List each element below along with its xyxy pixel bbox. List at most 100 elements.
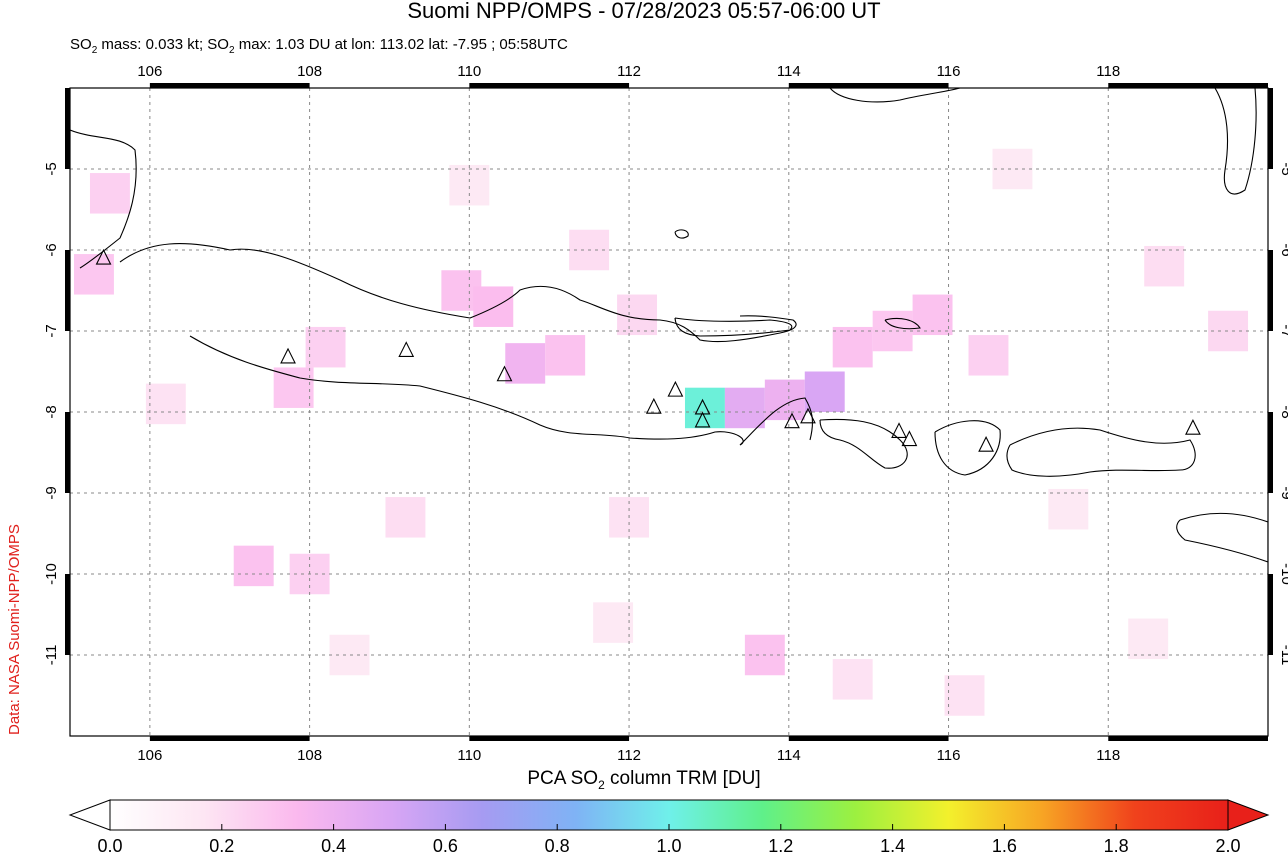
lon-label-bottom: 112 xyxy=(617,747,641,764)
map-subtitle: SO2 mass: 0.033 kt; SO2 max: 1.03 DU at … xyxy=(70,36,568,56)
frame-bar-top xyxy=(149,83,310,88)
volcano-icon xyxy=(280,347,296,364)
colorbar-tick-label: 2.0 xyxy=(1215,836,1240,855)
so2-cell xyxy=(684,387,725,429)
frame-bar-right xyxy=(1268,250,1273,331)
colorbar-label: PCA SO2 column TRM [DU] xyxy=(527,768,761,792)
lat-label-left: -7 xyxy=(43,324,60,337)
frame-bar-top xyxy=(469,83,630,88)
colorbar: 0.0 0.2 0.4 0.6 0.8 1.0 1.2 1.4 1.6 1.8 2.0 xyxy=(68,799,1270,855)
lat-label-right: -8 xyxy=(1278,405,1288,418)
frame-bar-left xyxy=(65,412,70,493)
lat-label-left: -9 xyxy=(43,486,60,499)
lon-label-bottom: 110 xyxy=(457,747,481,764)
lat-label-left: -8 xyxy=(43,405,60,418)
frame-bar-right xyxy=(1268,88,1273,169)
lat-label-right: -7 xyxy=(1278,324,1288,337)
volcano-icon xyxy=(1185,418,1201,435)
so2-cell xyxy=(593,602,634,643)
coast-bawean xyxy=(674,229,689,239)
so2-cell xyxy=(617,294,658,336)
coast-sumatra xyxy=(70,129,137,269)
colorbar-tick-label: 1.2 xyxy=(768,836,793,855)
lon-label-top: 116 xyxy=(937,63,961,80)
so2-cell xyxy=(145,383,186,425)
so2-cell xyxy=(912,294,953,336)
lon-label-bottom: 108 xyxy=(297,747,322,764)
frame-bar-bottom xyxy=(788,736,949,741)
lat-label-left: -5 xyxy=(43,162,60,175)
frame-bar-top xyxy=(788,83,949,88)
so2-cell xyxy=(273,367,314,408)
lon-label-bottom: 118 xyxy=(1096,747,1120,764)
lat-label-left: -10 xyxy=(43,563,60,585)
colorbar-tick-label: 1.0 xyxy=(656,836,681,855)
colorbar-tick-label: 0.8 xyxy=(545,836,570,855)
so2-cell xyxy=(724,387,765,429)
volcano-icon xyxy=(694,411,711,428)
so2-cell xyxy=(473,286,514,327)
colorbar-min-arrow xyxy=(68,799,111,831)
lat-label-right: -9 xyxy=(1278,486,1288,499)
lat-label-right: -11 xyxy=(1278,645,1288,666)
volcano-icon xyxy=(891,422,907,438)
so2-cell xyxy=(449,164,490,206)
volcano-icon xyxy=(901,430,918,447)
frame-bar-left xyxy=(65,88,70,169)
so2-cell xyxy=(832,659,873,700)
graticule xyxy=(70,88,1268,736)
volcano-icon xyxy=(800,407,816,424)
so2-cell xyxy=(1144,245,1185,287)
lon-label-top: 114 xyxy=(777,63,801,80)
coast-kangean xyxy=(884,317,921,330)
so2-cell xyxy=(1128,618,1169,660)
so2-cell xyxy=(1208,310,1249,352)
lon-label-top: 106 xyxy=(137,63,162,80)
coast-bali xyxy=(819,418,908,469)
volcano-icon xyxy=(667,380,684,397)
frame-bar-left xyxy=(65,574,70,655)
frame-bar-right xyxy=(1268,574,1273,655)
so2-cell xyxy=(305,326,346,368)
colorbar-tick-label: 0.6 xyxy=(433,836,458,855)
coastline-layer xyxy=(70,88,1268,563)
lon-label-bottom: 116 xyxy=(937,747,961,764)
lat-label-right: -6 xyxy=(1278,243,1288,256)
lat-label-right: -5 xyxy=(1278,162,1288,175)
so2-cell xyxy=(73,254,114,295)
frame-bar-top xyxy=(1108,83,1268,88)
so2-cell xyxy=(804,371,845,412)
axis-labels: 106 106 108 108 110 110 112 112 114 114 116 116 118 1… xyxy=(43,63,1288,764)
colorbar-tick-label: 0.2 xyxy=(209,836,234,855)
so2-cells-layer xyxy=(73,148,1249,716)
coast-sumbawa xyxy=(1006,427,1196,477)
frame-bar-bottom xyxy=(469,736,630,741)
lon-label-top: 108 xyxy=(297,63,322,80)
lon-label-top: 118 xyxy=(1096,63,1120,80)
so2-cell xyxy=(89,173,130,214)
map-title: Suomi NPP/OMPS - 07/28/2023 05:57-06:00 … xyxy=(407,0,881,23)
coast-lombok xyxy=(934,420,1001,476)
map-frame xyxy=(69,87,1269,737)
volcano-icon xyxy=(645,397,662,414)
colorbar-tick-label: 1.4 xyxy=(880,836,905,855)
lat-label-left: -11 xyxy=(43,645,60,666)
frame-ticks xyxy=(65,83,1273,741)
colorbar-tick-label: 1.6 xyxy=(992,836,1017,855)
so2-cell xyxy=(832,326,873,368)
frame-bar-left xyxy=(65,250,70,331)
so2-cell xyxy=(545,335,586,376)
volcano-icon xyxy=(95,248,112,265)
so2-cell xyxy=(385,497,426,538)
volcano-markers xyxy=(95,248,1201,452)
volcano-icon xyxy=(784,412,800,429)
so2-cell xyxy=(944,675,985,716)
so2-cell xyxy=(872,310,913,352)
colorbar-tick-label: 0.0 xyxy=(97,836,122,855)
coast-java-south xyxy=(189,335,814,446)
frame-bar-right xyxy=(1268,412,1273,493)
coast-borneo xyxy=(829,88,961,103)
so2-cell xyxy=(968,335,1009,376)
colorbar-tick-label: 0.4 xyxy=(321,836,346,855)
volcano-icon xyxy=(978,435,994,452)
